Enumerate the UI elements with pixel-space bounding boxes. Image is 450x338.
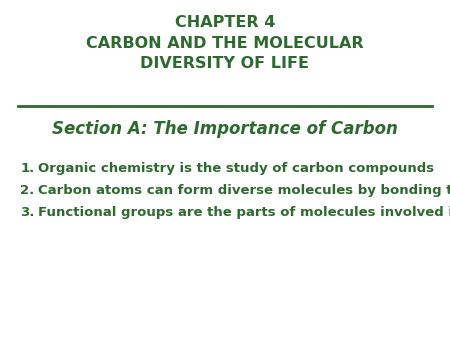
Text: Section A: The Importance of Carbon: Section A: The Importance of Carbon	[52, 120, 398, 138]
Text: Functional groups are the parts of molecules involved in chemical reactions: Functional groups are the parts of molec…	[38, 206, 450, 219]
Text: CHAPTER 4
CARBON AND THE MOLECULAR
DIVERSITY OF LIFE: CHAPTER 4 CARBON AND THE MOLECULAR DIVER…	[86, 15, 364, 71]
Text: 1.: 1.	[20, 162, 35, 175]
Text: Carbon atoms can form diverse molecules by bonding to four other atoms: Carbon atoms can form diverse molecules …	[38, 184, 450, 197]
Text: 2.: 2.	[20, 184, 35, 197]
Text: Organic chemistry is the study of carbon compounds: Organic chemistry is the study of carbon…	[38, 162, 434, 175]
Text: 3.: 3.	[20, 206, 35, 219]
